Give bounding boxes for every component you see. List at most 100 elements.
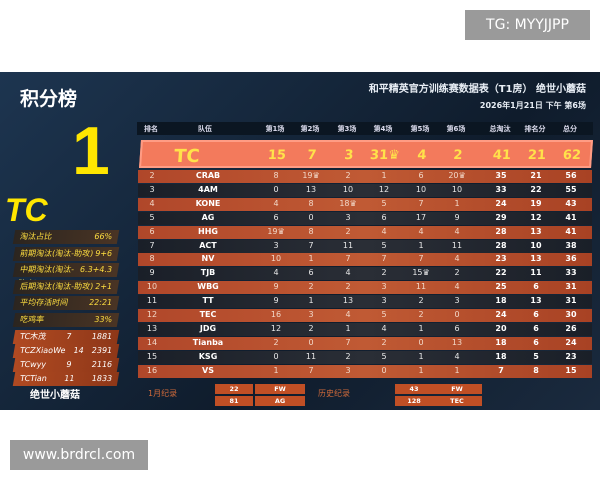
game-score: 9 [273,296,279,306]
rank: 4 [149,198,155,208]
game-score: 3 [345,365,351,375]
table-row: 16 VS 1 7 3 0 1 1 7 8 15 [138,364,592,378]
game-score: 1 [345,323,351,333]
table-row: 13 JDG 12 2 1 4 1 6 20 6 26 [138,322,592,336]
game-score: 12 [270,323,282,333]
rank: 5 [149,212,155,222]
column-header: 第6场 [446,125,466,133]
player-row: TC木茂 7 1881 [12,330,120,344]
game-score: 10 [415,184,427,194]
table-row: 8 NV 10 1 7 7 7 4 23 13 36 [138,253,592,267]
game-score: 6 [273,212,279,222]
team-name: CRAB [195,171,221,180]
game-score: 1 [418,240,424,250]
stat-row: 前期淘汰(淘汰-助攻) 9+6 [12,246,120,261]
game-score: 1 [308,296,314,306]
team-name: HHG [198,226,218,236]
game-score: 8 [308,198,314,208]
team-name: Tianba [192,337,224,347]
record-label: 1月纪录 [148,389,178,398]
tg-watermark: TG: MYYJJPP [465,10,590,40]
kills: 22 [495,268,507,278]
game-score: 10 [342,184,354,194]
game-score: 6 [308,268,314,278]
total: 41 [565,226,577,236]
player-damage: 2116 [90,360,113,369]
game-score: 2 [418,310,424,319]
placement: 8 [533,365,539,375]
record-team: FW [255,384,305,394]
stat-value: 66% [93,232,113,241]
stat-label: 平均存活时间 [19,298,69,307]
game-score: 3 [454,296,460,306]
kills: 24 [495,310,507,319]
game-score: 7 [418,198,424,208]
placement: 6 [533,337,539,347]
team-name: NV [201,254,215,264]
player-row: TCZXiaoWe 14 2391 [12,344,120,358]
game-score: 2 [308,323,314,333]
scoreboard: 积分榜 和平精英官方训练赛数据表（T1房） 绝世小蘑菇 2026年1月21日 下… [0,72,600,410]
stat-value: 33% [93,314,113,324]
column-header: 第1场 [265,125,285,133]
column-header: 第2场 [300,125,320,133]
total: 41 [565,212,577,222]
team-name: VS [202,365,214,375]
player-damage: 2391 [90,346,113,355]
placement: 19 [530,198,542,208]
game-score: 1 [308,254,314,264]
game-score: 3 [343,148,354,163]
record-value: 81 [215,396,253,406]
record-value: 22 [215,384,253,394]
game-score: 13 [451,337,463,347]
team-name: WBG [197,282,219,292]
game-score: 5 [381,198,387,208]
placement: 6 [533,310,539,319]
table-row: 4 KONE 4 8 18♛ 5 7 1 24 19 43 [138,197,592,211]
game-score: 2 [345,171,351,180]
table-row: 11 TT 9 1 13 3 2 3 18 13 31 [138,295,592,309]
game-score: 31♛ [369,148,401,163]
game-score: 0 [418,337,424,347]
game-score: 10 [270,254,282,264]
board-header: 和平精英官方训练赛数据表（T1房） 绝世小蘑菇 2026年1月21日 下午 第6… [369,80,586,111]
total: 38 [565,240,577,250]
game-score: 7 [308,240,314,250]
leader-placement: 21 [527,148,547,163]
placement: 13 [530,254,542,264]
game-score: 2 [273,337,279,347]
leader-row: TC 15 7 3 31♛ 4 2 41 21 62 [139,140,593,168]
kills: 23 [495,254,507,264]
game-score: 1 [454,365,460,375]
team-logo: TC [5,192,48,228]
rank: 13 [146,323,158,333]
game-score: 6 [454,323,460,333]
table-header: 排名 队伍 第1场 第2场 第3场 第4场 第5场 第6场 总淘汰 排名分 总分 [137,122,593,135]
table-row: 15 KSG 0 11 2 5 1 4 18 5 23 [138,350,592,364]
game-score: 2 [345,282,351,292]
game-score: 8 [308,226,314,236]
game-score: 1 [418,351,424,361]
table-row: 5 AG 6 0 3 6 17 9 29 12 41 [138,211,592,225]
team-name: 4AM [198,184,218,194]
leader-kills: 41 [492,148,512,163]
game-score: 0 [308,212,314,222]
game-score: 3 [345,212,351,222]
kills: 33 [495,184,507,194]
stat-label: 后期淘汰(淘汰-助攻) [19,281,95,291]
total: 33 [565,268,577,278]
game-score: 4 [416,148,427,163]
placement: 21 [530,171,542,180]
game-score: 17 [415,212,427,222]
leader-rank: 1 [72,113,110,189]
game-score: 3 [273,240,279,250]
game-score: 7 [381,254,387,264]
record-team: TEC [432,396,482,406]
player-name: TCTian [19,374,48,383]
kills: 18 [495,351,507,361]
kills: 7 [498,365,504,375]
stat-value: 2+1 [94,281,113,291]
record-team: FW [432,384,482,394]
team-name: KSG [198,351,218,361]
rank: 6 [149,226,155,236]
